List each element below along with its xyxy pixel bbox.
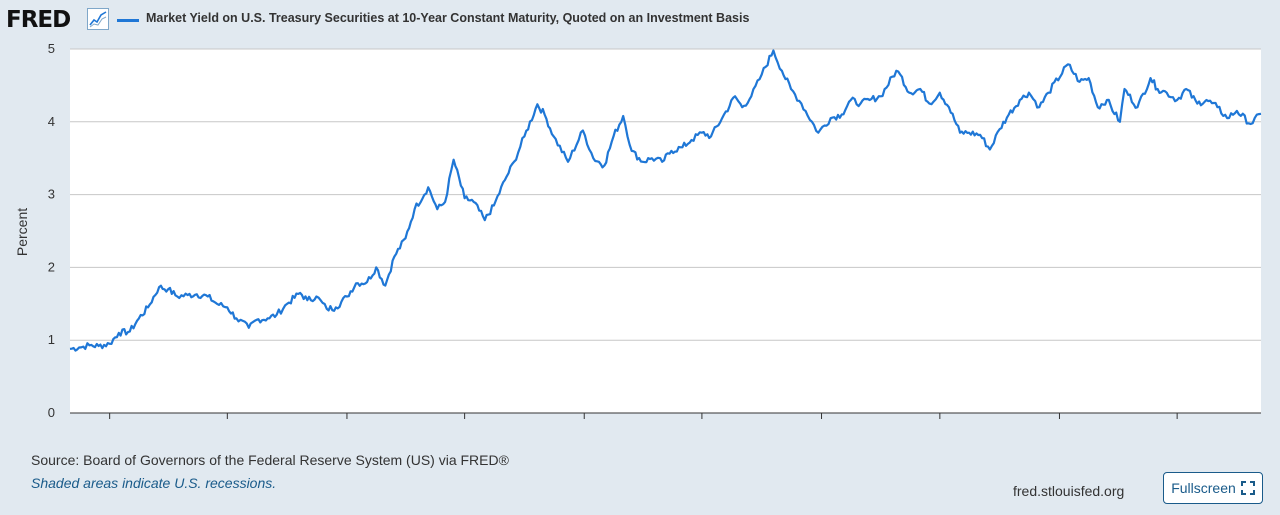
y-tick-label: 5 [48, 41, 55, 56]
legend-series-swatch [117, 19, 139, 22]
line-chart-icon [87, 8, 109, 30]
fullscreen-label: Fullscreen [1171, 480, 1236, 496]
line-chart: 0 1 2 3 4 5 2021-012021-072022-012022-072023-… [14, 41, 1262, 420]
chart-header: FRED Market Yield on U.S. Treasury Secur… [0, 0, 1280, 40]
chart-title: Market Yield on U.S. Treasury Securities… [146, 11, 750, 25]
grid-lines [70, 48, 1261, 414]
y-tick-label: 2 [48, 259, 55, 274]
y-tick-label: 4 [48, 114, 55, 129]
fullscreen-button[interactable]: Fullscreen [1163, 472, 1263, 504]
site-url[interactable]: fred.stlouisfed.org [1013, 483, 1125, 499]
y-axis-ticks: 0 1 2 3 4 5 [48, 41, 55, 420]
fred-logo[interactable]: FRED [6, 7, 71, 33]
y-tick-label: 0 [48, 405, 55, 420]
recession-note: Shaded areas indicate U.S. recessions. [31, 475, 277, 491]
source-note: Source: Board of Governors of the Federa… [31, 452, 509, 468]
y-tick-label: 1 [48, 332, 55, 347]
y-axis-label: Percent [14, 208, 30, 256]
y-tick-label: 3 [48, 187, 55, 202]
series-line [69, 49, 1262, 352]
x-axis-ticks: 2021-012021-072022-012022-072023-012023-… [109, 413, 1178, 419]
plot-area [70, 49, 1261, 413]
series-group [69, 49, 1262, 352]
expand-icon [1240, 481, 1255, 495]
